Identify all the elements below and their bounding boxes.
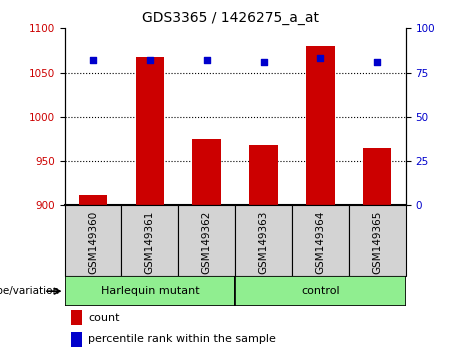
Text: GSM149360: GSM149360	[88, 211, 98, 274]
Bar	[235, 205, 292, 276]
Point	[89, 57, 97, 63]
Bar	[65, 205, 121, 276]
Bar	[121, 205, 178, 276]
Bar	[79, 195, 107, 205]
Point	[317, 56, 324, 61]
Text: control: control	[301, 286, 340, 296]
Text: percentile rank within the sample: percentile rank within the sample	[89, 334, 276, 344]
Bar	[306, 46, 335, 205]
Bar	[65, 276, 235, 306]
Bar	[178, 205, 235, 276]
Text: GSM149362: GSM149362	[201, 211, 212, 274]
Point	[373, 59, 381, 65]
Point	[203, 57, 210, 63]
Bar	[363, 148, 391, 205]
Text: GDS3365 / 1426275_a_at: GDS3365 / 1426275_a_at	[142, 11, 319, 25]
Bar	[71, 310, 82, 325]
Bar	[349, 205, 406, 276]
Bar	[193, 139, 221, 205]
Text: genotype/variation: genotype/variation	[0, 286, 60, 296]
Text: GSM149364: GSM149364	[315, 211, 325, 274]
Bar	[71, 332, 82, 347]
Bar	[249, 145, 278, 205]
Bar	[235, 276, 406, 306]
Text: count: count	[89, 313, 120, 323]
Point	[146, 57, 154, 63]
Text: GSM149363: GSM149363	[259, 211, 269, 274]
Bar	[292, 205, 349, 276]
Bar	[136, 57, 164, 205]
Text: GSM149365: GSM149365	[372, 211, 382, 274]
Text: Harlequin mutant: Harlequin mutant	[100, 286, 199, 296]
Point	[260, 59, 267, 65]
Text: GSM149361: GSM149361	[145, 211, 155, 274]
